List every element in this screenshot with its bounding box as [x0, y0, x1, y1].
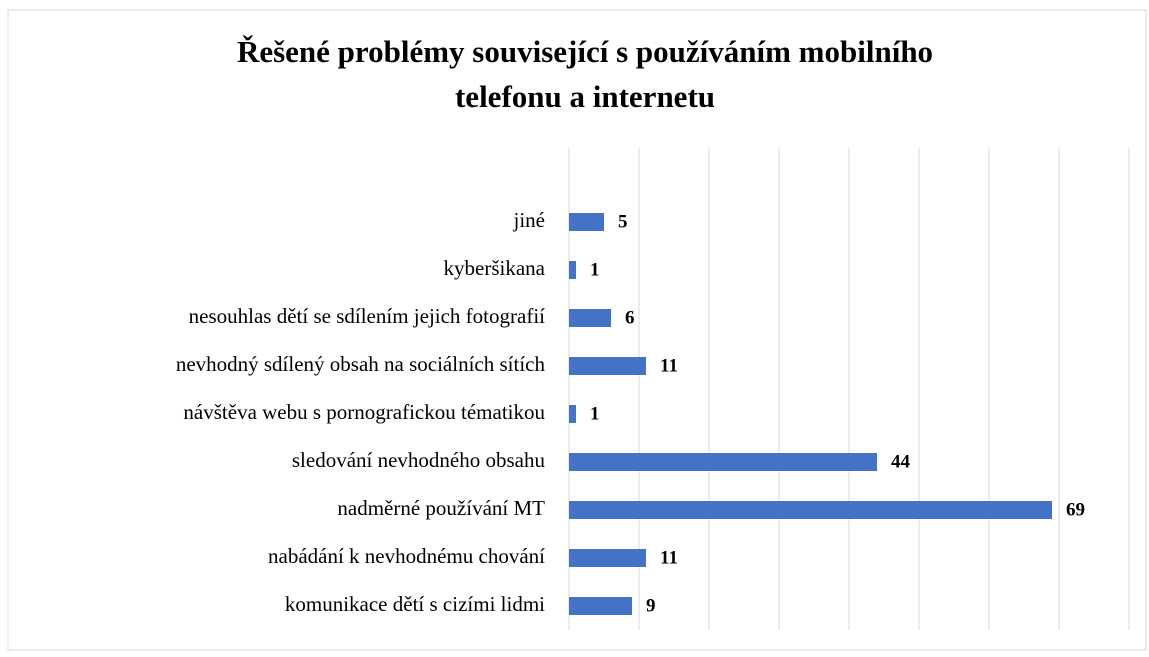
- data-label: 69: [1066, 499, 1085, 520]
- bar: [569, 501, 1052, 519]
- y-tick-label: návštěva webu s pornografickou tématikou: [183, 400, 545, 424]
- y-tick-label: komunikace dětí s cizími lidmi: [285, 592, 545, 616]
- data-label: 11: [660, 547, 678, 568]
- data-label: 44: [891, 451, 911, 472]
- y-tick-label: kyberšikana: [444, 256, 546, 280]
- data-label: 5: [618, 211, 628, 232]
- bar: [569, 549, 646, 567]
- chart-frame: [7, 9, 1147, 651]
- data-label: 9: [646, 595, 656, 616]
- bar: [569, 213, 604, 231]
- data-label: 11: [660, 355, 678, 376]
- bar: [569, 309, 611, 327]
- bar: [569, 597, 632, 615]
- y-tick-label: nadměrné používání MT: [337, 496, 545, 520]
- y-tick-label: jiné: [513, 208, 546, 232]
- y-tick-label: nesouhlas dětí se sdílením jejich fotogr…: [189, 304, 545, 328]
- y-tick-label: nabádání k nevhodnému chování: [268, 544, 545, 568]
- data-label: 1: [590, 259, 600, 280]
- chart-title: telefonu a internetu: [455, 79, 715, 114]
- y-tick-label: nevhodný sdílený obsah na sociálních sít…: [176, 352, 546, 376]
- y-tick-label: sledování nevhodného obsahu: [292, 448, 546, 472]
- bar: [569, 261, 576, 279]
- data-label: 6: [625, 307, 635, 328]
- data-label: 1: [590, 403, 600, 424]
- bar: [569, 453, 877, 471]
- bar: [569, 357, 646, 375]
- chart-title: Řešené problémy související s používáním…: [237, 34, 933, 69]
- bar: [569, 405, 576, 423]
